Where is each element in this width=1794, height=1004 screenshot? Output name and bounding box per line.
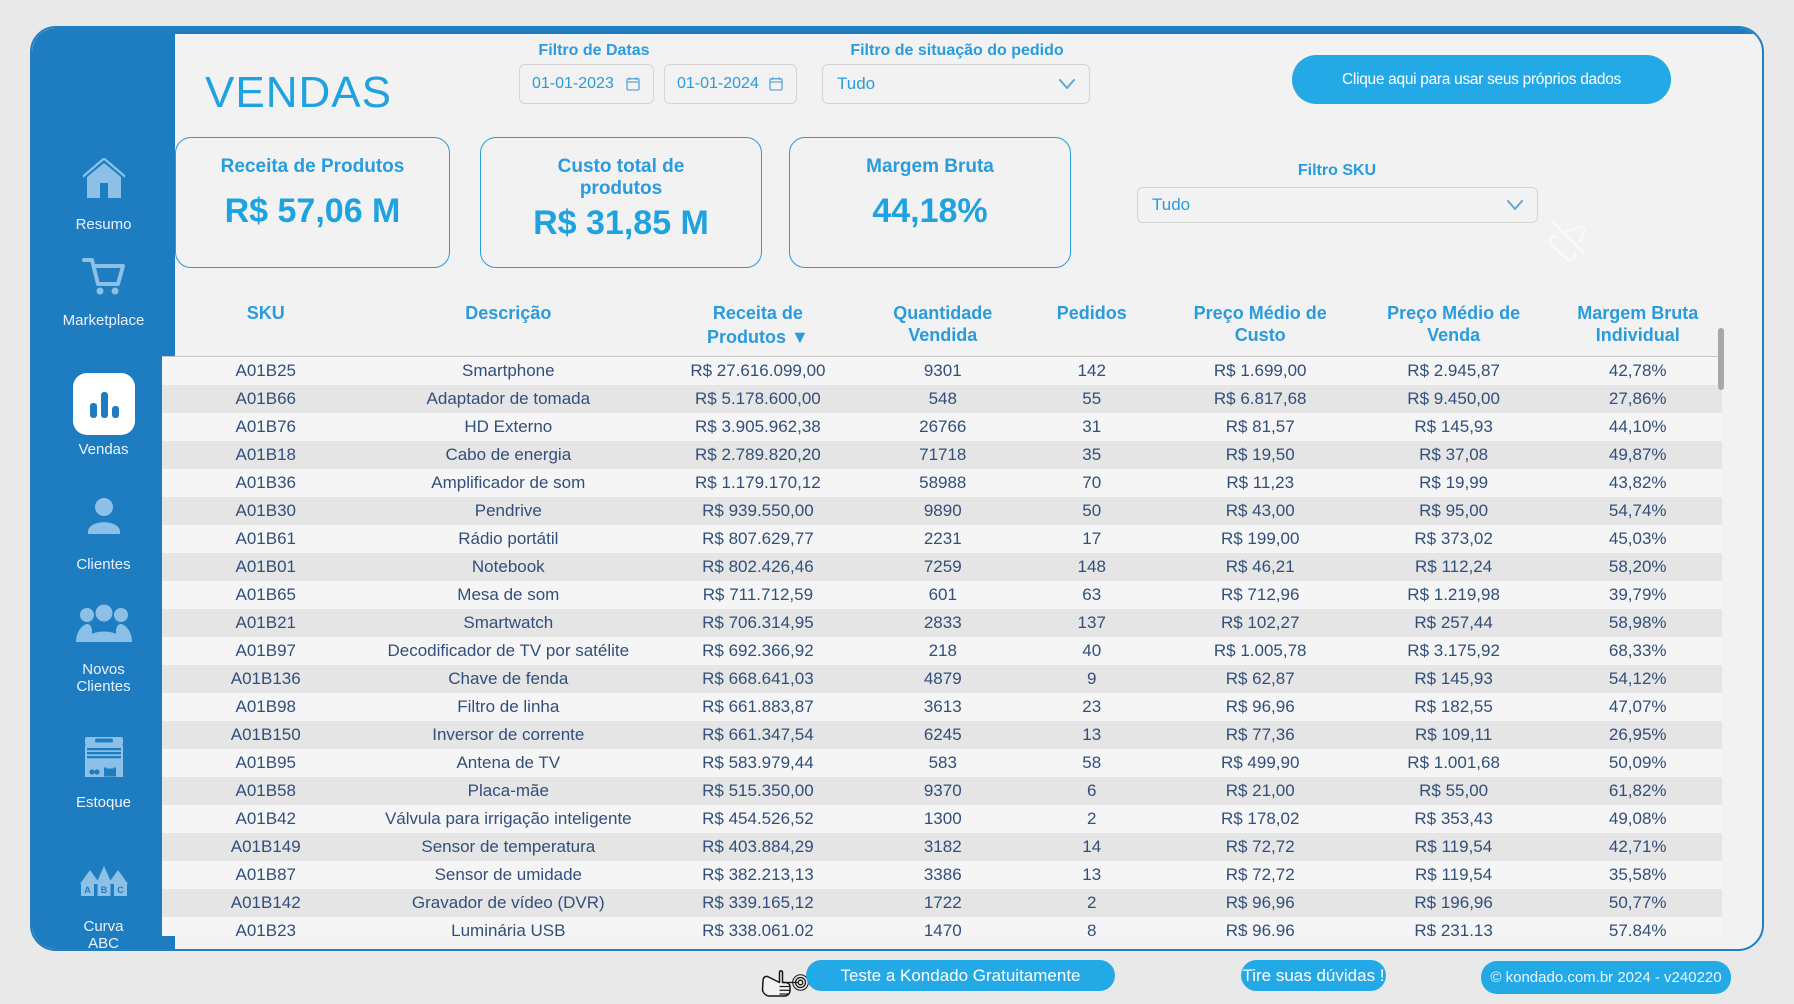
svg-text:B: B bbox=[100, 885, 107, 895]
svg-text:A: A bbox=[84, 885, 91, 895]
svg-text:C: C bbox=[117, 885, 124, 895]
